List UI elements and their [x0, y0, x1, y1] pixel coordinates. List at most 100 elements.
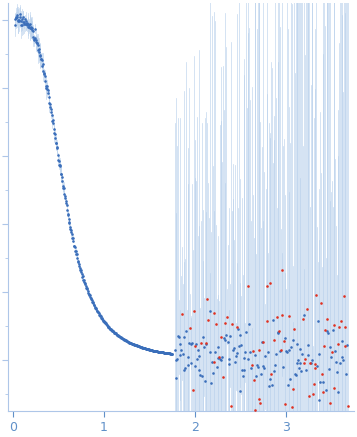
Point: [302, 355, 308, 362]
Point: [261, 338, 266, 345]
Point: [16, 16, 21, 23]
Point: [272, 336, 277, 343]
Point: [67, 220, 72, 227]
Point: [12, 21, 18, 28]
Point: [305, 342, 311, 349]
Point: [267, 375, 272, 382]
Point: [118, 334, 124, 341]
Point: [328, 399, 333, 406]
Point: [273, 351, 279, 358]
Point: [167, 350, 173, 357]
Point: [75, 255, 80, 262]
Point: [107, 324, 112, 331]
Point: [299, 350, 305, 357]
Point: [270, 317, 276, 324]
Point: [132, 341, 138, 348]
Point: [109, 326, 114, 333]
Point: [28, 24, 34, 31]
Point: [94, 308, 100, 315]
Point: [313, 361, 318, 368]
Point: [122, 336, 128, 343]
Point: [52, 135, 58, 142]
Point: [229, 321, 235, 328]
Point: [296, 364, 302, 371]
Point: [255, 363, 261, 370]
Point: [12, 16, 17, 23]
Point: [209, 358, 215, 365]
Point: [89, 297, 95, 304]
Point: [89, 296, 94, 303]
Point: [122, 336, 128, 343]
Point: [67, 223, 73, 230]
Point: [143, 345, 149, 352]
Point: [291, 336, 296, 343]
Point: [144, 345, 150, 352]
Point: [23, 21, 29, 28]
Point: [65, 211, 70, 218]
Point: [203, 340, 208, 347]
Point: [300, 316, 306, 323]
Point: [111, 328, 117, 335]
Point: [169, 350, 175, 357]
Point: [177, 351, 183, 358]
Point: [121, 336, 127, 343]
Point: [154, 348, 159, 355]
Point: [295, 357, 301, 364]
Point: [328, 354, 334, 361]
Point: [145, 346, 150, 353]
Point: [313, 291, 319, 298]
Point: [212, 349, 218, 356]
Point: [93, 305, 99, 312]
Point: [241, 355, 246, 362]
Point: [30, 28, 36, 35]
Point: [307, 359, 313, 366]
Point: [312, 364, 317, 371]
Point: [119, 335, 125, 342]
Point: [103, 319, 109, 326]
Point: [131, 341, 136, 348]
Point: [198, 339, 204, 346]
Point: [237, 387, 242, 394]
Point: [154, 348, 160, 355]
Point: [15, 17, 21, 24]
Point: [265, 348, 271, 355]
Point: [297, 345, 302, 352]
Point: [123, 337, 129, 344]
Point: [310, 411, 315, 418]
Point: [186, 340, 192, 347]
Point: [156, 348, 161, 355]
Point: [78, 267, 84, 274]
Point: [235, 326, 241, 333]
Point: [260, 362, 265, 369]
Point: [66, 216, 71, 223]
Point: [76, 258, 81, 265]
Point: [214, 364, 220, 371]
Point: [310, 391, 316, 398]
Point: [30, 27, 35, 34]
Point: [167, 350, 172, 357]
Point: [298, 367, 304, 374]
Point: [174, 374, 179, 381]
Point: [35, 40, 40, 47]
Point: [106, 324, 112, 331]
Point: [79, 271, 85, 277]
Point: [282, 334, 287, 341]
Point: [161, 349, 167, 356]
Point: [101, 318, 106, 325]
Point: [333, 359, 339, 366]
Point: [59, 177, 65, 184]
Point: [84, 284, 89, 291]
Point: [44, 85, 50, 92]
Point: [304, 305, 310, 312]
Point: [238, 341, 244, 348]
Point: [276, 329, 281, 336]
Point: [128, 340, 134, 347]
Point: [160, 349, 166, 356]
Point: [268, 280, 273, 287]
Point: [159, 349, 165, 356]
Point: [216, 354, 221, 361]
Point: [242, 349, 248, 356]
Point: [115, 331, 120, 338]
Point: [164, 350, 170, 357]
Point: [262, 353, 268, 360]
